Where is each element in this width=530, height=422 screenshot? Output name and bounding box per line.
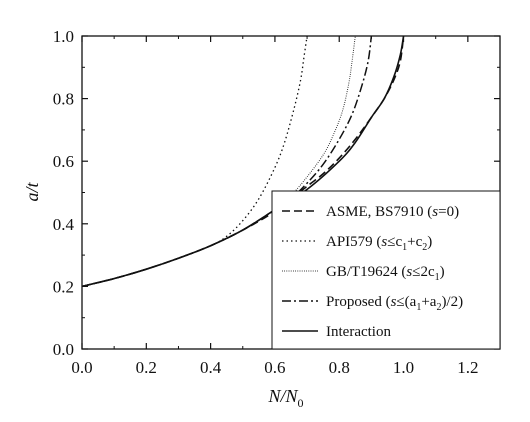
y-tick-label: 0.2 bbox=[53, 277, 74, 296]
y-tick-label: 0.8 bbox=[53, 90, 74, 109]
y-tick-label: 0.6 bbox=[53, 152, 74, 171]
y-tick-label: 0.0 bbox=[53, 340, 74, 359]
x-tick-label: 0.0 bbox=[71, 358, 92, 377]
legend-label: Proposed (s≤(a1+a2)/2) bbox=[326, 294, 463, 313]
y-tick-label: 0.4 bbox=[53, 215, 75, 234]
x-tick-label: 1.2 bbox=[457, 358, 478, 377]
legend-label: API579 (s≤c1+c2) bbox=[326, 234, 432, 253]
x-axis-label-sub: 0 bbox=[298, 396, 304, 410]
x-axis-label: N/N0 bbox=[267, 386, 303, 410]
x-tick-label: 1.0 bbox=[393, 358, 414, 377]
legend-label: GB/T19624 (s≤2c1) bbox=[326, 264, 445, 283]
x-axis-label-main: N/N bbox=[267, 386, 298, 406]
x-tick-label: 0.4 bbox=[200, 358, 222, 377]
legend-label: Interaction bbox=[326, 324, 391, 340]
y-axis-label: a/t bbox=[22, 182, 42, 202]
x-tick-label: 0.6 bbox=[264, 358, 285, 377]
y-tick-label: 1.0 bbox=[53, 27, 74, 46]
legend: ASME, BS7910 (s=0) API579 (s≤c1+c2) GB/T19… bbox=[271, 190, 501, 350]
legend-label: ASME, BS7910 (s=0) bbox=[326, 204, 459, 220]
legend-box bbox=[271, 190, 501, 350]
x-tick-label: 0.8 bbox=[329, 358, 350, 377]
series-line-dotted bbox=[82, 36, 308, 288]
x-tick-label: 0.2 bbox=[136, 358, 157, 377]
y-axis-ticks: 0.0 0.2 0.4 0.6 0.8 1.0 bbox=[53, 27, 500, 359]
series-line-solid bbox=[82, 36, 405, 288]
